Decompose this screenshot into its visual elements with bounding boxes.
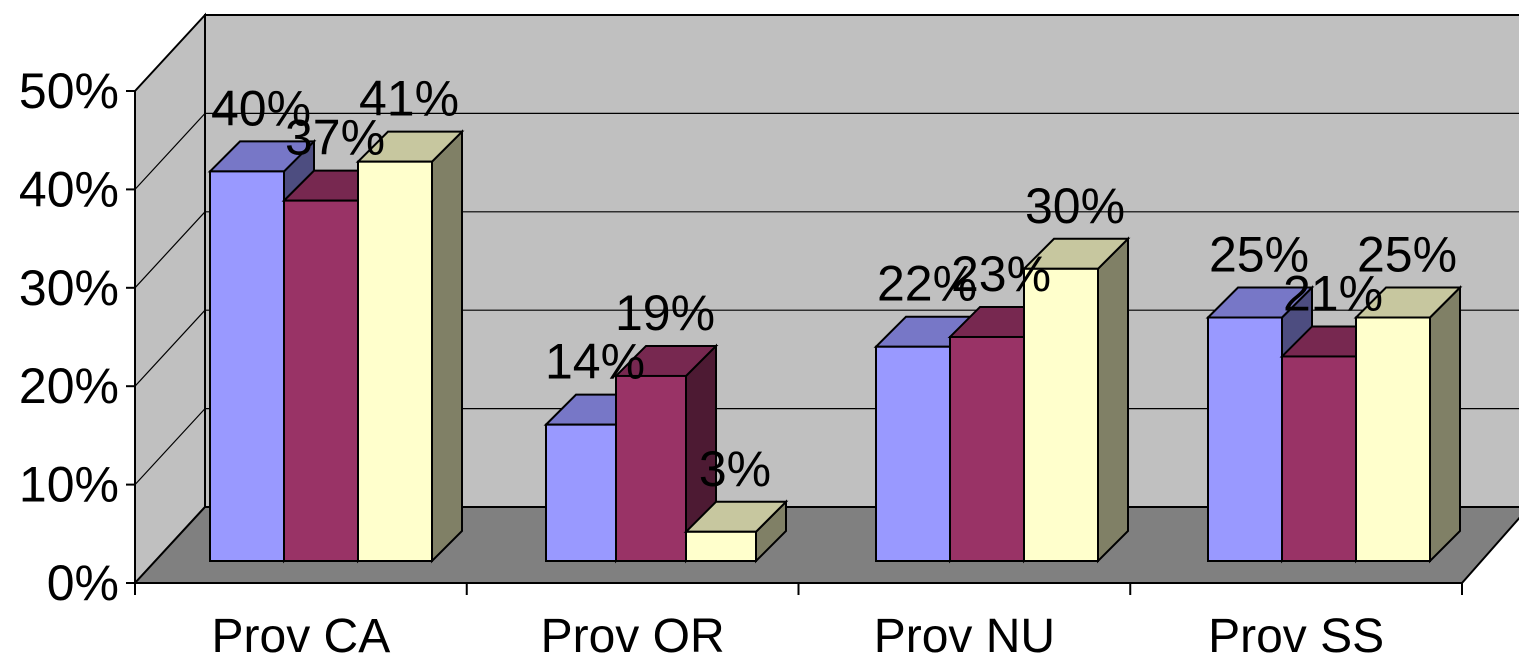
bar xyxy=(1353,285,1463,564)
bar-side xyxy=(1429,285,1461,564)
gridline-side xyxy=(134,309,206,387)
data-label: 30% xyxy=(1025,178,1125,234)
bar-front xyxy=(545,423,617,563)
y-tick-label: 40% xyxy=(19,161,119,217)
data-label: 3% xyxy=(699,441,771,497)
y-tick-label: 50% xyxy=(19,63,119,119)
y-tick-label: 0% xyxy=(47,555,119,611)
data-label: 14% xyxy=(545,334,645,390)
bar xyxy=(613,343,719,564)
chart-bars xyxy=(207,129,1463,564)
bar xyxy=(683,499,789,564)
category-label: Prov SS xyxy=(1208,610,1384,657)
bar-front xyxy=(685,530,757,563)
bar-front xyxy=(1281,355,1357,562)
data-label: 23% xyxy=(951,246,1051,302)
data-label: 37% xyxy=(285,110,385,166)
chart-axes: 0% 10% 20% 30% 40% 50% Prov CA Prov OR Prov NU Pr… xyxy=(19,63,1463,657)
bar-front xyxy=(357,160,433,562)
gridline-side xyxy=(134,112,206,190)
y-tick-label: 20% xyxy=(19,358,119,414)
data-label: 19% xyxy=(615,285,715,341)
bar-side xyxy=(431,129,463,564)
bar-front xyxy=(949,335,1025,563)
chart-labels: 40%37%41% 14%19% 3% 22%23% 30% 25%21%25% xyxy=(211,71,1457,497)
gridline-side xyxy=(134,14,206,92)
data-label: 41% xyxy=(359,71,459,127)
bar-front xyxy=(1355,316,1431,562)
category-label: Prov NU xyxy=(874,610,1055,657)
category-label: Prov CA xyxy=(212,610,391,657)
bar-front xyxy=(283,199,359,562)
data-label: 25% xyxy=(1357,227,1457,283)
y-tick-label: 30% xyxy=(19,260,119,316)
side-wall xyxy=(134,12,206,586)
bar-front xyxy=(1023,267,1099,562)
bar-front xyxy=(875,345,951,562)
bar xyxy=(1021,236,1131,564)
data-label: 21% xyxy=(1283,265,1383,321)
bar xyxy=(355,129,465,564)
category-label: Prov OR xyxy=(541,610,725,657)
y-tick-label: 10% xyxy=(19,457,119,513)
data-label: 25% xyxy=(1209,227,1309,283)
gridline-side xyxy=(134,211,206,289)
bar-front xyxy=(615,374,687,562)
data-label: 40% xyxy=(211,80,311,136)
gridline-side xyxy=(134,408,206,486)
bar-front xyxy=(1207,316,1283,562)
data-label: 22% xyxy=(877,256,977,312)
bar-side xyxy=(1097,236,1129,564)
bar-front xyxy=(209,170,285,562)
